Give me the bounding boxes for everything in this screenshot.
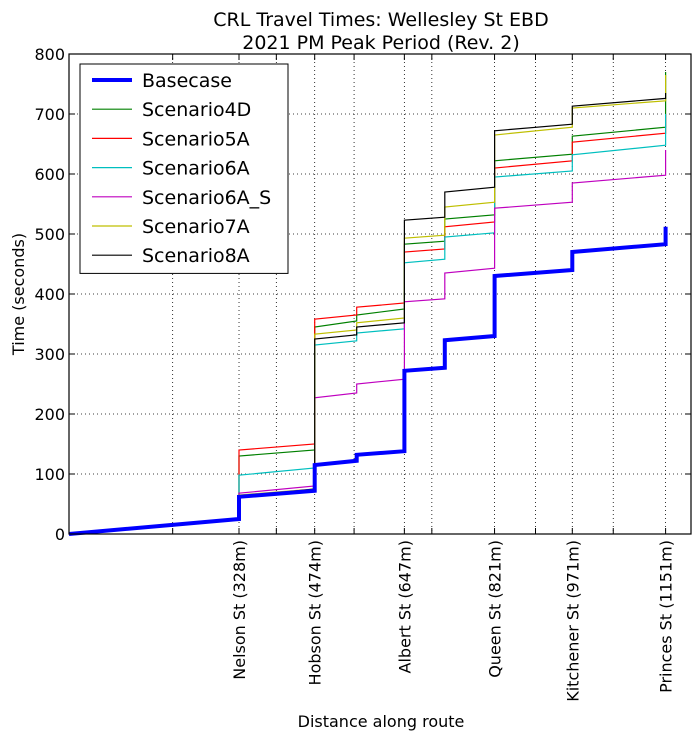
series-lines (68, 72, 668, 536)
y-tick-label: 700 (34, 105, 65, 124)
y-tick-label: 600 (34, 165, 65, 184)
legend-box (79, 63, 289, 274)
x-tick-label: Nelson St (328m) (230, 540, 249, 680)
legend: Basecase Scenario4D Scenario5A Scenario6A Sc… (79, 63, 289, 274)
legend-label: Scenario6A (142, 158, 250, 180)
y-tick-label: 0 (55, 525, 65, 544)
axis-ticks: 0 100 200 300 400 500 600 700 800 Nelson St (328m… (34, 45, 692, 702)
legend-label: Basecase (142, 70, 232, 92)
x-axis-label: Distance along route (298, 712, 465, 731)
x-tick-label: Albert St (647m) (395, 540, 414, 673)
y-tick-label: 200 (34, 405, 65, 424)
y-tick-label: 400 (34, 285, 65, 304)
y-axis-label: Time (seconds) (9, 233, 28, 356)
chart-title-line-2: 2021 PM Peak Period (Rev. 2) (242, 32, 520, 54)
x-tick-label: Kitchener St (971m) (563, 540, 582, 702)
y-tick-label: 500 (34, 225, 65, 244)
legend-label: Scenario8A (142, 245, 250, 267)
chart-title-line-1: CRL Travel Times: Wellesley St EBD (213, 9, 548, 31)
y-tick-label: 800 (34, 45, 65, 64)
y-tick-label: 100 (34, 465, 65, 484)
x-tick-label: Hobson St (474m) (306, 540, 325, 685)
legend-label: Scenario6A_S (142, 187, 271, 209)
x-tick-label: Princes St (1151m) (657, 540, 676, 693)
series-line-basecase (68, 226, 668, 536)
legend-label: Scenario4D (142, 99, 251, 121)
legend-label: Scenario5A (142, 128, 250, 150)
x-tick-label: Queen St (821m) (486, 540, 505, 678)
y-tick-label: 300 (34, 345, 65, 364)
legend-label: Scenario7A (142, 216, 250, 238)
